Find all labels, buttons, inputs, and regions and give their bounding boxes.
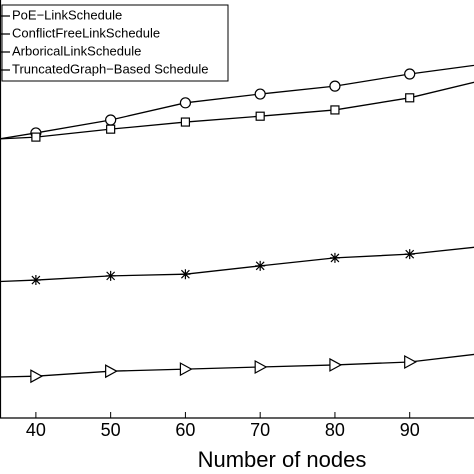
legend-label: ConflictFreeLinkSchedule (12, 25, 160, 40)
legend-label: PoE−LinkSchedule (12, 7, 122, 22)
x-tick-label: 70 (250, 420, 270, 440)
data-point (31, 132, 41, 142)
data-point (330, 105, 340, 115)
data-point (404, 249, 415, 260)
data-point (255, 260, 266, 271)
series-layer (0, 64, 474, 384)
data-point (254, 88, 266, 100)
data-point (180, 117, 191, 127)
data-point (329, 357, 343, 372)
data-point (105, 270, 116, 281)
x-tick-label: 50 (101, 420, 121, 440)
x-tick-label: 60 (175, 420, 195, 440)
data-point (106, 124, 116, 134)
data-point (30, 275, 41, 286)
x-tick-label: 80 (325, 420, 345, 440)
data-point (255, 111, 265, 121)
data-point (30, 369, 44, 384)
legend-label: TruncatedGraph−Based Schedule (12, 61, 208, 76)
data-point (404, 68, 416, 80)
data-point (179, 97, 192, 109)
series-line (0, 81, 474, 140)
data-point (404, 354, 417, 369)
data-point (405, 93, 415, 103)
x-axis-label: Number of nodes (198, 447, 367, 472)
legend: PoE−LinkSchedule ConflictFreeLinkSchedule… (0, 4, 229, 82)
series-line (0, 353, 474, 378)
data-point (329, 252, 340, 263)
data-point (105, 364, 118, 379)
data-point (105, 114, 117, 126)
series-line (0, 64, 474, 140)
legend-box (1, 4, 229, 82)
data-point (329, 80, 341, 92)
legend-label: ArboricalLinkSchedule (12, 43, 141, 58)
data-point (180, 269, 191, 280)
series-line (0, 246, 474, 283)
data-point (254, 359, 268, 375)
x-tick-label: 90 (400, 420, 420, 440)
x-tick-label: 40 (26, 420, 46, 440)
data-point (179, 362, 193, 377)
